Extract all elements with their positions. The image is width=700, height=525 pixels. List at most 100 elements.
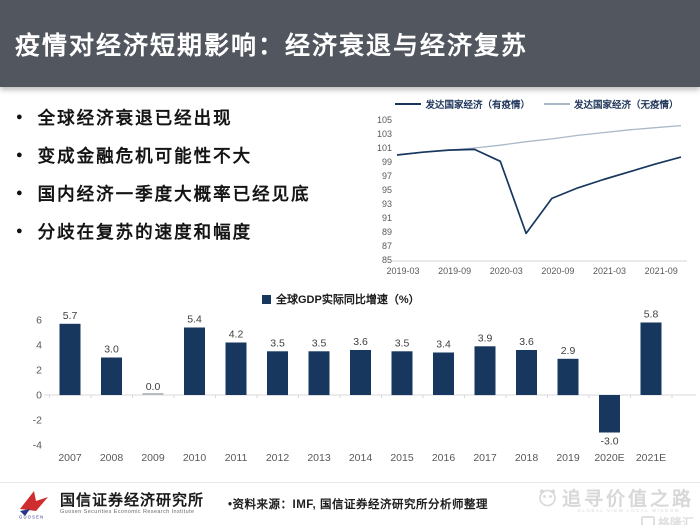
y-tick-label: -4 bbox=[33, 440, 42, 452]
bullet-icon: ● bbox=[16, 187, 25, 199]
bar-value-label: 3.5 bbox=[395, 337, 410, 349]
x-tick-label: 2008 bbox=[100, 452, 124, 464]
bullet-icon: ● bbox=[16, 149, 25, 161]
bar-value-label: 3.6 bbox=[519, 336, 534, 348]
org-name-cn: 国信证券经济研究所 bbox=[60, 491, 205, 509]
bullet-text: 全球经济衰退已经出现 bbox=[37, 107, 233, 128]
watermark-row: 追寻价值之路 bbox=[538, 484, 694, 511]
x-tick-label: 2017 bbox=[473, 452, 497, 464]
x-tick-label: 2019-03 bbox=[386, 266, 419, 276]
x-tick-label: 2012 bbox=[266, 452, 290, 464]
x-tick-label: 2019-09 bbox=[438, 266, 471, 276]
bar-value-label: 5.4 bbox=[187, 314, 202, 326]
watermark-text: 追寻价值之路 bbox=[561, 489, 694, 510]
bar-value-label: 4.2 bbox=[229, 329, 244, 341]
bar bbox=[516, 350, 537, 395]
bar-value-label: 0.0 bbox=[146, 381, 161, 393]
watermark2-text: 格隆汇 bbox=[657, 516, 694, 525]
bullet-list: ● 全球经济衰退已经出现 ● 变成金融危机可能性不大 ● 国内经济一季度大概率已… bbox=[16, 98, 376, 250]
x-tick-label: 2011 bbox=[225, 452, 248, 464]
bullet-item: ● 变成金融危机可能性不大 bbox=[16, 136, 376, 174]
legend-label: 发达国家经济（无疫情） bbox=[574, 100, 679, 111]
y-tick-label: 97 bbox=[382, 171, 392, 181]
y-tick-label: 103 bbox=[377, 129, 392, 139]
bar bbox=[350, 350, 371, 395]
x-tick-label: 2009 bbox=[141, 452, 165, 464]
bar bbox=[474, 346, 496, 396]
watermark2: 格隆汇 bbox=[538, 514, 694, 525]
bar bbox=[267, 351, 288, 396]
source-note: •资料来源：IMF, 国信证券经济研究所分析师整理 bbox=[228, 499, 488, 511]
bar-value-label: 3.6 bbox=[353, 336, 368, 348]
x-tick-label: 2018 bbox=[515, 452, 539, 464]
bar bbox=[142, 393, 164, 395]
x-tick-label: 2020-03 bbox=[490, 266, 523, 276]
x-tick-label: 2019 bbox=[556, 452, 580, 464]
legend-item-with-pandemic: 发达国家经济（有疫情） bbox=[395, 97, 530, 111]
line-chart-legend: 发达国家经济（有疫情） 发达国家经济（无疫情） bbox=[378, 97, 696, 111]
x-tick-label: 2010 bbox=[183, 452, 207, 464]
y-tick-label: 105 bbox=[377, 115, 392, 125]
y-tick-label: 2 bbox=[36, 365, 42, 377]
bullet-icon: ● bbox=[16, 111, 25, 123]
x-tick-label: 2021-09 bbox=[645, 266, 678, 276]
y-tick-label: 4 bbox=[36, 340, 42, 352]
legend-line-swatch-dark bbox=[395, 103, 422, 105]
x-tick-label: 2016 bbox=[432, 452, 456, 464]
x-tick-label: 2013 bbox=[307, 452, 331, 464]
x-tick-label: 2015 bbox=[390, 452, 414, 464]
y-tick-label: 93 bbox=[382, 199, 392, 209]
bar-value-label: 5.8 bbox=[644, 309, 659, 321]
y-tick-label: -2 bbox=[33, 415, 42, 427]
gelonghui-icon bbox=[640, 515, 655, 525]
x-tick-label: 2020E bbox=[594, 452, 624, 464]
bar-value-label: 3.5 bbox=[270, 337, 285, 349]
bar-value-label: 3.4 bbox=[436, 339, 451, 351]
bar bbox=[184, 327, 205, 395]
logo-text: GUOSEN bbox=[19, 515, 44, 520]
bullet-icon: ● bbox=[16, 225, 25, 237]
bullet-text: 分歧在复苏的速度和幅度 bbox=[37, 221, 253, 242]
bar bbox=[391, 351, 413, 396]
bar bbox=[308, 351, 330, 396]
org-branding: GUOSEN 国信证券经济研究所 Guosen Securities Econo… bbox=[16, 489, 204, 519]
bar bbox=[433, 352, 454, 395]
y-tick-label: 85 bbox=[382, 255, 392, 265]
panda-face-icon bbox=[539, 489, 556, 507]
legend-label: 发达国家经济（有疫情） bbox=[425, 100, 530, 111]
legend-label: 全球GDP实际同比增速（%） bbox=[276, 294, 420, 306]
x-tick-label: 2020-09 bbox=[541, 266, 574, 276]
bullet-text: 国内经济一季度大概率已经见底 bbox=[37, 183, 311, 204]
bar bbox=[640, 322, 662, 395]
bar-value-label: -3.0 bbox=[600, 436, 618, 448]
footer: GUOSEN 国信证券经济研究所 Guosen Securities Econo… bbox=[0, 482, 700, 525]
bar bbox=[59, 323, 81, 396]
bar-chart: 6 4 2 0 -2 -4 5.7 2007 3.0 2008 0.0 2009 5.4 2010 4.2 2… bbox=[33, 309, 696, 464]
y-tick-label: 91 bbox=[382, 213, 392, 223]
org-names: 国信证券经济研究所 Guosen Securities Economic Res… bbox=[60, 491, 205, 516]
bar-chart-legend: 全球GDP实际同比增速（%） bbox=[262, 291, 420, 307]
bar-value-label: 3.5 bbox=[312, 337, 327, 349]
bar bbox=[101, 357, 122, 395]
bar-value-label: 3.0 bbox=[104, 344, 119, 356]
bar-value-label: 2.9 bbox=[561, 345, 576, 357]
bullet-item: ● 国内经济一季度大概率已经见底 bbox=[16, 174, 376, 212]
page-title: 疫情对经济短期影响：经济衰退与经济复苏 bbox=[15, 31, 529, 60]
y-tick-label: 89 bbox=[382, 227, 392, 237]
bullet-item: ● 全球经济衰退已经出现 bbox=[16, 98, 376, 136]
x-tick-label: 2014 bbox=[349, 452, 373, 464]
guosen-logo-icon: GUOSEN bbox=[19, 491, 48, 520]
bar bbox=[557, 358, 579, 396]
header: 疫情对经济短期影响：经济衰退与经济复苏 bbox=[0, 0, 700, 87]
x-tick-label: 2021E bbox=[636, 452, 666, 464]
x-tick-label: 2021-03 bbox=[593, 266, 626, 276]
legend-square-swatch bbox=[262, 294, 271, 304]
bar bbox=[599, 395, 620, 433]
org-name-en: Guosen Securities Economic Research Inst… bbox=[60, 509, 195, 516]
legend-item-without-pandemic: 发达国家经济（无疫情） bbox=[544, 97, 679, 111]
bullet-text: 变成金融危机可能性不大 bbox=[37, 145, 253, 166]
watermark: 追寻价值之路 GLOBAL VIEW LOCAL WISDOM 格隆汇 bbox=[538, 484, 694, 525]
y-tick-label: 87 bbox=[382, 241, 392, 251]
